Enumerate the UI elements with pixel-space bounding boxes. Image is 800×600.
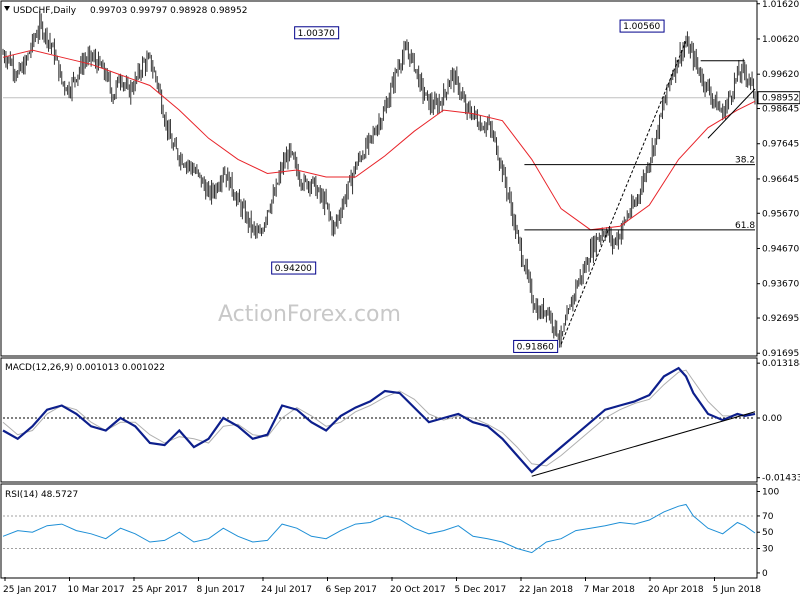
rsi-y-tick-label: 50	[762, 528, 774, 538]
macd-signal-line	[2, 369, 756, 467]
rsi-y-tick-label: 70	[762, 512, 774, 522]
x-tick-label: 22 Jan 2018	[519, 585, 573, 595]
y-tick-label: 0.93670	[762, 280, 799, 290]
price-annotation-label: 1.00370	[298, 29, 335, 39]
price-annotation-label: 0.94200	[275, 264, 312, 274]
axis-layer: 1.01620 1.00620 0.99620 0.989520.98645 0.976…	[3, 0, 800, 595]
x-tick-label: 25 Apr 2017	[132, 585, 188, 595]
y-tick-label: 0.98645	[762, 105, 799, 115]
x-tick-label: 25 Jan 2017	[3, 585, 57, 595]
x-tick-label: 8 Jun 2017	[197, 585, 245, 595]
y-tick-label: 0.96645	[762, 175, 799, 185]
macd-y-tick-label: 0.013184	[762, 359, 800, 369]
candles-layer	[2, 10, 756, 348]
macd-trendline	[531, 411, 756, 477]
macd-y-tick-label: -0.014339	[762, 474, 800, 484]
y-tick-label: 0.97645	[762, 140, 799, 150]
fib-level-label: 61.8	[735, 221, 755, 231]
symbol-label: USDCHF,Daily	[13, 6, 77, 16]
chart-header: USDCHF,Daily 0.99703 0.99797 0.98928 0.9…	[4, 6, 247, 16]
rsi-title: RSI(14) 48.5727	[5, 490, 78, 500]
x-tick-label: 7 Mar 2018	[584, 585, 636, 595]
fib-level-label: 38.2	[735, 156, 755, 166]
trendline	[707, 88, 756, 139]
y-tick-label: 1.00620	[762, 35, 799, 45]
grid-layer	[3, 97, 755, 550]
ohlc-label: 0.99703 0.99797 0.98928 0.98952	[90, 6, 247, 16]
x-tick-label: 5 Dec 2017	[455, 585, 507, 595]
macd-y-tick-label: 0.00	[762, 414, 782, 424]
rsi-line	[2, 503, 756, 554]
x-tick-label: 6 Sep 2017	[326, 585, 377, 595]
y-tick-label: 0.95670	[762, 209, 799, 219]
macd-title: MACD(12,26,9) 0.001013 0.001022	[5, 363, 165, 373]
macd-line	[2, 366, 756, 474]
rsi-panel	[0, 483, 758, 579]
price-annotation-box	[294, 26, 340, 40]
price-annotation-box	[271, 261, 317, 275]
x-tick-label: 24 Jul 2017	[261, 585, 312, 595]
rsi-y-tick-label: 0	[762, 569, 768, 579]
price-annotation-label: 0.91860	[517, 342, 554, 352]
lines-layer	[2, 49, 756, 554]
x-tick-label: 20 Oct 2017	[390, 585, 446, 595]
rsi-y-tick-label: 30	[762, 545, 774, 555]
main-panel	[0, 0, 758, 357]
last-price-box	[757, 91, 800, 105]
price-annotation-box	[513, 339, 559, 353]
x-tick-label: 20 Apr 2018	[648, 585, 704, 595]
price-annotation-label: 1.00560	[623, 22, 660, 32]
price-annotation-box	[619, 19, 665, 33]
macd-panel	[0, 357, 758, 483]
x-tick-label: 10 Mar 2017	[68, 585, 125, 595]
y-tick-label: 0.99620	[762, 70, 799, 80]
watermark: ActionForex.com	[218, 302, 401, 327]
y-tick-label: 0.94670	[762, 244, 799, 254]
last-price-label: 0.98952	[762, 94, 799, 104]
y-tick-label: 1.01620	[762, 0, 799, 10]
y-tick-label: 0.91695	[762, 349, 799, 359]
y-tick-label: 0.92695	[762, 314, 799, 324]
rsi-y-tick-label: 100	[762, 488, 779, 498]
annotation-layer: 38.2 61.8 1.00370 0.94200 0.91860 1.00560	[271, 19, 756, 477]
x-tick-label: 5 Jun 2018	[713, 585, 762, 595]
moving-average-line	[2, 49, 756, 231]
header-marker-icon	[4, 6, 10, 11]
